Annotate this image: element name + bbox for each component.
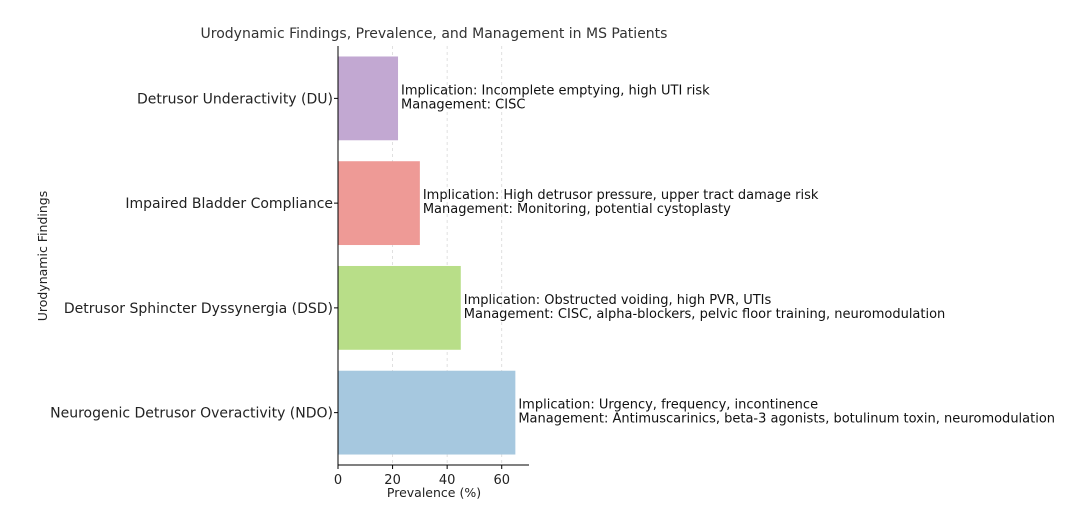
category-label: Detrusor Sphincter Dyssynergia (DSD) xyxy=(64,301,333,317)
chart-title: Urodynamic Findings, Prevalence, and Man… xyxy=(201,26,668,42)
bar-management-label: Management: Monitoring, potential cystop… xyxy=(423,202,731,217)
x-tick-label: 40 xyxy=(439,473,456,488)
bar-implication-label: Implication: Urgency, frequency, inconti… xyxy=(518,398,818,413)
bar-annotations: Implication: Urgency, frequency, inconti… xyxy=(401,83,1055,426)
x-tick-label: 20 xyxy=(384,473,401,488)
bar-implication-label: Implication: Incomplete emptying, high U… xyxy=(401,83,710,98)
bar xyxy=(338,370,516,455)
x-tick-label: 0 xyxy=(334,473,342,488)
bar-management-label: Management: Antimuscarinics, beta-3 agon… xyxy=(518,412,1055,427)
x-tick-label: 60 xyxy=(493,473,510,488)
bar xyxy=(338,56,399,141)
category-label: Neurogenic Detrusor Overactivity (NDO) xyxy=(50,406,333,422)
bars xyxy=(338,56,516,455)
y-axis-label: Urodynamic Findings xyxy=(35,191,50,322)
bar-management-label: Management: CISC, alpha-blockers, pelvic… xyxy=(464,307,946,322)
x-axis-ticks: 0 20 40 60 xyxy=(334,465,510,488)
bar-implication-label: Implication: Obstructed voiding, high PV… xyxy=(464,293,772,308)
category-labels: Neurogenic Detrusor Overactivity (NDO) De… xyxy=(50,91,338,422)
category-label: Impaired Bladder Compliance xyxy=(125,196,333,212)
x-axis-label: Prevalence (%) xyxy=(387,485,481,500)
bar-implication-label: Implication: High detrusor pressure, upp… xyxy=(423,188,819,203)
bar-management-label: Management: CISC xyxy=(401,97,525,112)
bar xyxy=(338,161,420,246)
bar xyxy=(338,265,461,350)
category-label: Detrusor Underactivity (DU) xyxy=(137,91,333,107)
